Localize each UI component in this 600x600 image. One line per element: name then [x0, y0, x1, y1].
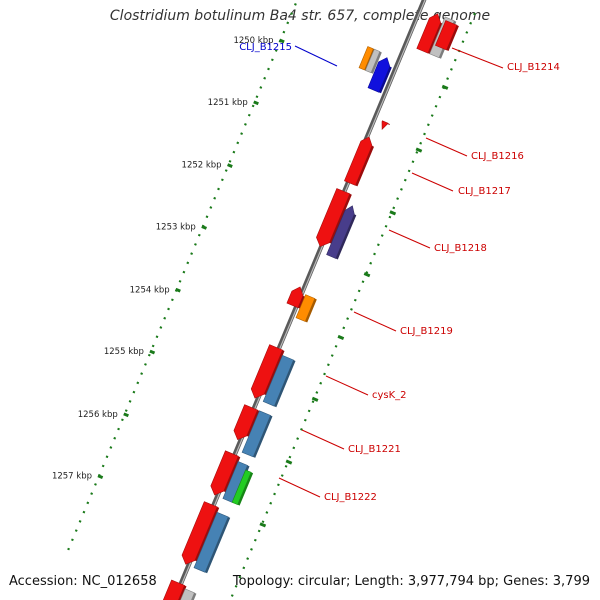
scale-tick: [123, 412, 129, 418]
gene-label-leader: [301, 429, 345, 450]
scale-tick-label: 1250 kbp: [233, 36, 273, 46]
gene-label-leader: [451, 47, 504, 69]
map-title: Clostridium botulinum Ba4 str. 657, comp…: [109, 8, 491, 24]
cds-feature: [233, 404, 258, 440]
scale-tick-minor: [441, 84, 449, 90]
feature-block-shade: [446, 25, 459, 51]
accession-label: Accession: NC_012658: [9, 574, 157, 589]
scale-tick-minor: [285, 459, 293, 465]
genome-summary: Topology: circular; Length: 3,977,794 bp…: [232, 574, 590, 589]
gene-label-leader: [294, 45, 338, 67]
scale-tick-label: 1255 kbp: [104, 347, 144, 357]
feature-block-shade: [274, 360, 296, 408]
cds-feature-shade: [194, 506, 220, 562]
gene-label: CLJ_B1219: [400, 326, 453, 337]
feature-block-shade: [253, 415, 273, 458]
gene-label: CLJ_B1215: [239, 42, 292, 53]
feature-block: [162, 579, 185, 600]
cds-feature: [181, 501, 218, 565]
cds-feature-shade: [335, 214, 357, 260]
gene-label-leader: [278, 477, 321, 498]
cds-feature: [316, 188, 351, 247]
gene-label: CLJ_B1214: [507, 62, 560, 73]
gene-label: CLJ_B1217: [458, 186, 511, 197]
cds-feature-shade: [379, 66, 392, 94]
dots-left: [64, 0, 299, 558]
scale-tick-minor: [363, 272, 371, 278]
scale-tick-label: 1254 kbp: [130, 285, 170, 295]
feature-track: [162, 13, 459, 600]
scale-tick-minor: [337, 334, 345, 341]
gene-label: CLJ_B1216: [471, 151, 524, 162]
cds-feature-shade: [329, 193, 352, 244]
scale-tick: [97, 474, 104, 480]
feature-block-shade: [371, 51, 382, 74]
scale-tick-label: 1251 kbp: [208, 98, 248, 108]
feature-block-shade: [237, 472, 254, 506]
scale-tick-minor: [259, 522, 267, 528]
feature-block-shade: [178, 585, 187, 600]
scale-tick: [227, 163, 233, 168]
scale-tick-minor: [415, 147, 423, 153]
feature-block-shade: [191, 592, 197, 600]
cds-feature-shade: [264, 350, 285, 396]
scale-tick: [149, 349, 156, 355]
feature-block-shade: [205, 516, 231, 574]
scale-tick: [253, 100, 259, 106]
scale-tick-label: 1256 kbp: [78, 410, 118, 420]
scale-dots: [64, 0, 476, 600]
feature-block-shade: [305, 298, 317, 323]
cds-feature-shade: [246, 410, 260, 437]
scale-tick-label: 1257 kbp: [52, 472, 92, 482]
dots-right: [229, 12, 476, 600]
cds-feature-shade: [298, 295, 305, 309]
scale-tick: [278, 38, 285, 44]
gene-label-leader: [425, 137, 468, 157]
cds-feature-shade: [223, 456, 241, 493]
cds-feature-shade: [355, 145, 374, 187]
scale-tick: [201, 225, 208, 230]
scale-tick-minor: [311, 396, 319, 402]
cds-feature: [250, 344, 283, 399]
cds-feature: [210, 450, 239, 496]
cds-feature: [381, 120, 389, 131]
gene-label: cysK_2: [372, 390, 407, 401]
scale-tick-minor: [389, 210, 397, 216]
gene-label: CLJ_B1221: [348, 444, 401, 455]
gene-label-leader: [411, 172, 454, 192]
scale-ticks: 1250 kbp 1251 kbp 1252 kbp 1253 kbp 1254 kbp…: [52, 36, 449, 528]
gene-label: CLJ_B1222: [324, 492, 377, 503]
scale-tick-label: 1252 kbp: [182, 161, 222, 171]
gene-labels: CLJ_B1215 CLJ_B1214 CLJ_B1216 CLJ_B1217 CLJ_…: [239, 42, 560, 503]
gene-label-leader: [388, 229, 431, 249]
gene-label: CLJ_B1218: [434, 243, 487, 254]
cds-feature-shade: [387, 123, 390, 125]
scale-tick-label: 1253 kbp: [156, 222, 196, 232]
scale-tick: [175, 287, 181, 293]
cds-feature-shade: [427, 22, 443, 55]
gene-label-leader: [353, 311, 397, 332]
cds-feature: [416, 13, 441, 54]
feature-block: [180, 588, 195, 600]
gene-label-leader: [325, 375, 369, 396]
